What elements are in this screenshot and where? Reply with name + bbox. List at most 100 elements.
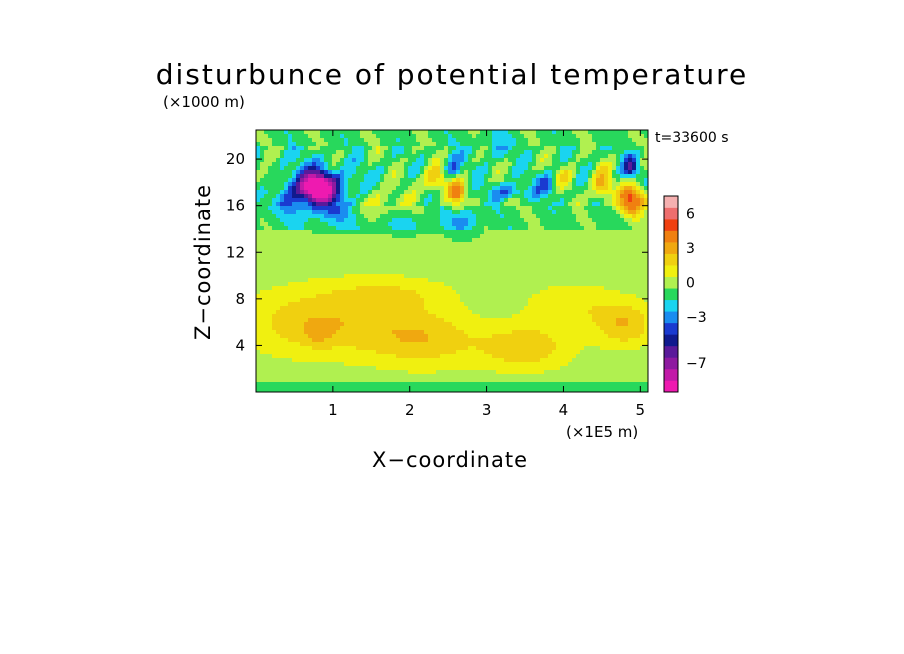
field-cell — [356, 154, 361, 159]
field-cell — [524, 250, 529, 255]
field-cell — [592, 302, 597, 307]
field-cell — [524, 246, 529, 251]
field-cell — [388, 238, 393, 243]
field-cell — [556, 254, 561, 259]
field-cell — [400, 322, 405, 327]
field-cell — [400, 206, 405, 211]
field-cell — [480, 322, 485, 327]
field-cell — [412, 290, 417, 295]
field-cell — [404, 174, 409, 179]
field-cell — [276, 190, 281, 195]
field-cell — [320, 170, 325, 175]
field-cell — [268, 222, 273, 227]
field-cell — [472, 146, 477, 151]
field-cell — [256, 194, 261, 199]
field-cell — [548, 162, 553, 167]
field-cell — [456, 206, 461, 211]
field-cell — [444, 314, 449, 319]
field-cell — [548, 330, 553, 335]
field-cell — [624, 242, 629, 247]
field-cell — [380, 322, 385, 327]
field-cell — [568, 198, 573, 203]
field-cell — [272, 182, 277, 187]
field-cell — [376, 294, 381, 299]
field-cell — [404, 258, 409, 263]
field-cell — [296, 250, 301, 255]
field-cell — [608, 246, 613, 251]
field-cell — [316, 142, 321, 147]
field-cell — [468, 134, 473, 139]
field-cell — [312, 274, 317, 279]
field-cell — [512, 146, 517, 151]
field-cell — [512, 170, 517, 175]
field-cell — [520, 142, 525, 147]
field-cell — [556, 198, 561, 203]
field-cell — [628, 286, 633, 291]
field-cell — [536, 214, 541, 219]
field-cell — [440, 326, 445, 331]
field-cell — [296, 214, 301, 219]
field-cell — [472, 242, 477, 247]
field-cell — [596, 238, 601, 243]
field-cell — [592, 142, 597, 147]
field-cell — [448, 186, 453, 191]
field-cell — [296, 302, 301, 307]
field-cell — [604, 290, 609, 295]
field-cell — [592, 214, 597, 219]
field-cell — [324, 158, 329, 163]
field-cell — [264, 262, 269, 267]
field-cell — [604, 222, 609, 227]
field-cell — [528, 214, 533, 219]
field-cell — [544, 154, 549, 159]
field-cell — [344, 326, 349, 331]
field-cell — [420, 322, 425, 327]
field-cell — [608, 150, 613, 155]
field-cell — [392, 290, 397, 295]
field-cell — [516, 134, 521, 139]
field-cell — [292, 262, 297, 267]
field-cell — [392, 138, 397, 143]
field-cell — [548, 322, 553, 327]
field-cell — [612, 262, 617, 267]
field-cell — [516, 258, 521, 263]
field-cell — [536, 162, 541, 167]
field-cell — [476, 282, 481, 287]
field-cell — [328, 138, 333, 143]
field-cell — [564, 206, 569, 211]
field-cell — [300, 226, 305, 231]
field-cell — [376, 206, 381, 211]
field-cell — [360, 242, 365, 247]
field-cell — [324, 218, 329, 223]
field-cell — [600, 138, 605, 143]
field-cell — [636, 326, 641, 331]
field-cell — [348, 278, 353, 283]
field-cell — [416, 246, 421, 251]
field-cell — [412, 178, 417, 183]
field-cell — [316, 234, 321, 239]
field-cell — [340, 270, 345, 275]
field-cell — [504, 190, 509, 195]
field-cell — [476, 202, 481, 207]
field-cell — [460, 266, 465, 271]
field-cell — [544, 298, 549, 303]
field-cell — [396, 158, 401, 163]
field-cell — [444, 186, 449, 191]
field-cell — [336, 134, 341, 139]
field-cell — [576, 142, 581, 147]
field-cell — [644, 142, 648, 147]
field-cell — [592, 258, 597, 263]
field-cell — [348, 158, 353, 163]
field-cell — [596, 182, 601, 187]
field-cell — [444, 190, 449, 195]
field-cell — [440, 258, 445, 263]
field-cell — [276, 142, 281, 147]
field-cell — [264, 182, 269, 187]
field-cell — [572, 170, 577, 175]
field-cell — [420, 230, 425, 235]
field-cell — [512, 142, 517, 147]
field-cell — [364, 190, 369, 195]
field-cell — [456, 194, 461, 199]
field-cell — [464, 226, 469, 231]
field-cell — [376, 154, 381, 159]
field-cell — [376, 250, 381, 255]
